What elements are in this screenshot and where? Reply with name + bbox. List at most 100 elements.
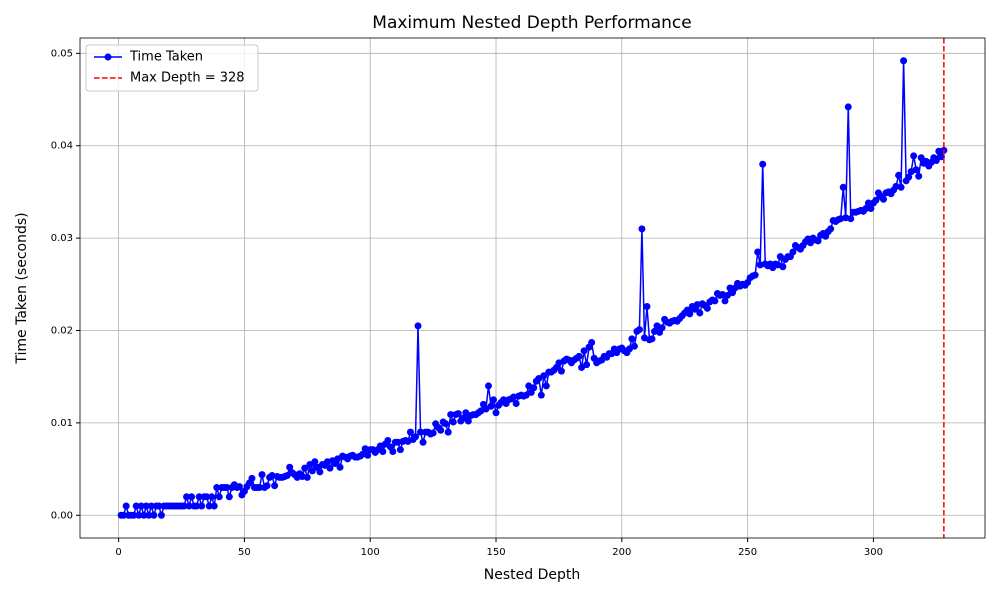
x-tick-label: 100 [361,547,380,558]
point [258,471,266,479]
point [449,418,457,426]
y-tick-label: 0.04 [51,141,73,152]
point [384,436,392,444]
point [205,502,213,510]
point [910,152,918,160]
point [437,426,445,434]
point [464,417,472,425]
point [142,502,150,510]
point [492,409,500,417]
point [396,446,404,454]
legend-marker [104,53,112,61]
point [271,482,279,490]
point [839,183,847,191]
point [638,225,646,233]
point [198,502,206,510]
y-tick-label: 0.03 [51,233,73,244]
x-tick-label: 0 [115,547,121,558]
point [223,484,231,492]
point [779,263,787,271]
point [864,199,872,207]
point [180,502,188,510]
point [150,511,158,519]
point [643,302,651,310]
legend-label: Time Taken [129,50,203,65]
point [193,502,201,510]
point [827,225,835,233]
point [557,367,565,375]
point [208,493,216,501]
point [915,172,923,180]
point [630,342,638,350]
point [157,511,165,519]
point [789,248,797,256]
plot-frame [79,37,986,539]
y-tick-label: 0.00 [51,510,73,521]
point [580,347,588,355]
x-axis-label: Nested Depth [484,567,580,583]
point [145,511,153,519]
point [905,173,913,181]
point [530,384,538,392]
point [183,493,191,501]
point [364,451,372,459]
point [120,511,128,519]
point [484,382,492,390]
point [900,57,908,65]
point [847,215,855,223]
point [301,464,309,472]
point [814,237,822,245]
point [147,502,155,510]
x-tick-label: 300 [864,547,883,558]
point [442,420,450,428]
point [844,103,852,111]
x-tick-label: 50 [238,547,251,558]
point [588,339,596,347]
point [203,493,211,501]
point [336,463,344,471]
x-tick-label: 250 [738,547,757,558]
point [137,502,145,510]
point [711,297,719,305]
point [311,458,319,466]
point [759,160,767,168]
point [542,382,550,390]
chart-title: Maximum Nested Depth Performance [372,13,691,33]
point [414,322,422,330]
point [754,248,762,256]
point [303,473,311,481]
point [628,335,636,343]
point [263,482,271,490]
point [406,428,414,436]
point [872,196,880,204]
point [867,205,875,213]
x-tick-label: 200 [612,547,631,558]
point [122,502,130,510]
point [412,433,420,441]
point [917,154,925,162]
point [248,474,256,482]
point [185,502,193,510]
point [721,297,729,305]
legend-label: Max Depth = 328 [130,71,245,86]
point [215,493,223,501]
point [537,391,545,399]
point [140,511,148,519]
point [132,502,140,510]
point [419,438,427,446]
y-tick-label: 0.01 [51,418,73,429]
point [286,463,294,471]
point [932,157,940,165]
x-tick-label: 150 [486,547,505,558]
point [686,310,694,318]
point [213,484,221,492]
point [454,410,462,418]
point [326,464,334,472]
point [703,304,711,312]
point [256,484,264,492]
point [235,483,243,491]
point [937,153,945,161]
point [490,396,498,404]
point [225,493,233,501]
